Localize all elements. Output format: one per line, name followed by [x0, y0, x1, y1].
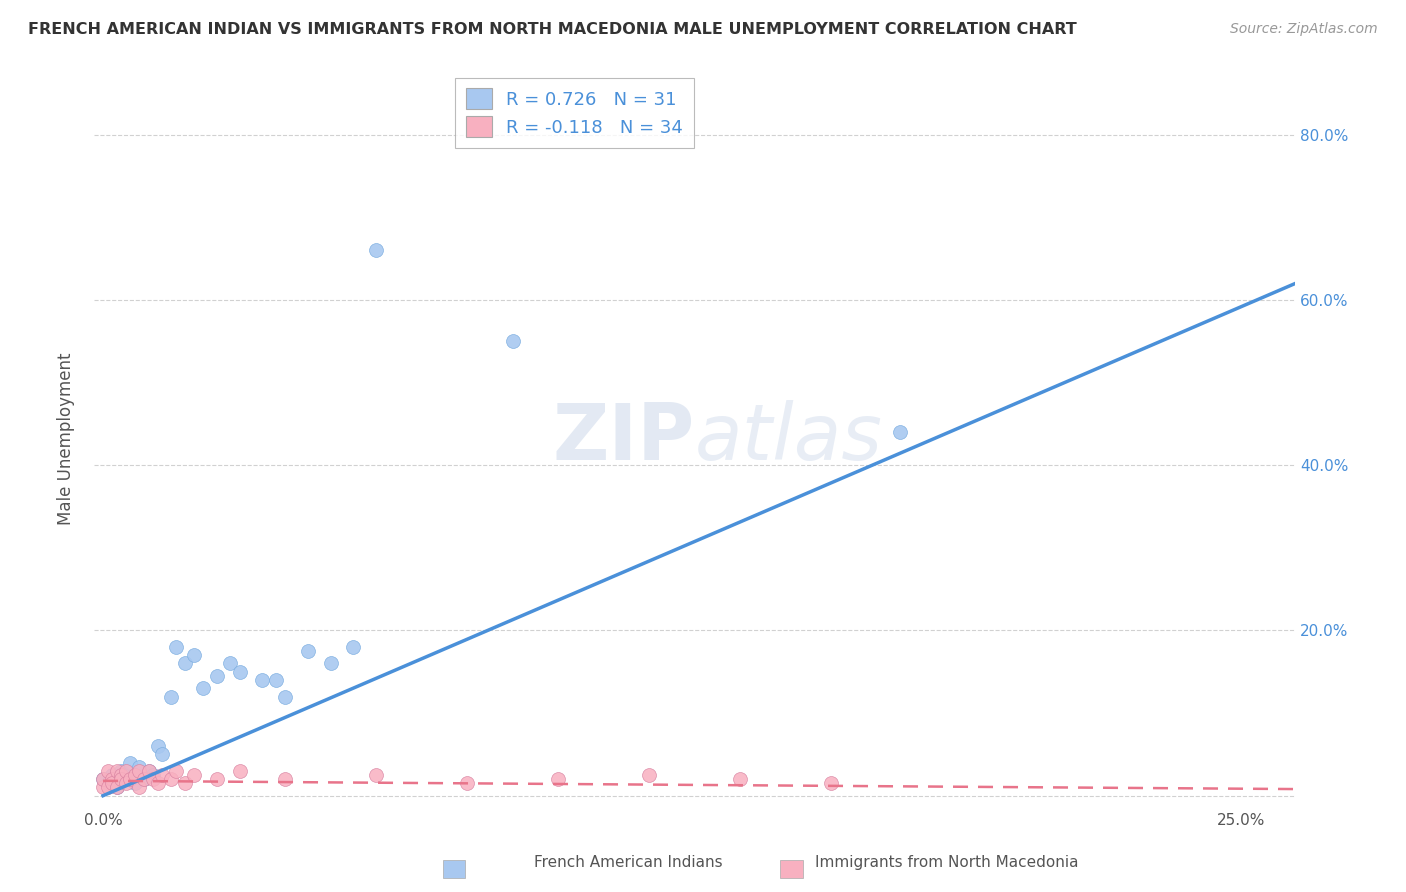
Point — [728, 772, 751, 786]
Point — [91, 772, 114, 786]
Point — [101, 772, 124, 786]
Point — [297, 644, 319, 658]
Point — [105, 780, 128, 795]
Point — [114, 768, 136, 782]
Point — [820, 776, 842, 790]
Point — [183, 768, 205, 782]
Point — [342, 640, 364, 654]
Point — [128, 780, 150, 795]
Point — [219, 657, 242, 671]
Point — [110, 768, 132, 782]
Point — [165, 764, 187, 778]
Point — [138, 764, 160, 778]
Point — [110, 764, 132, 778]
Point — [366, 768, 388, 782]
Point — [105, 764, 128, 778]
Text: atlas: atlas — [695, 401, 883, 476]
Text: Source: ZipAtlas.com: Source: ZipAtlas.com — [1230, 22, 1378, 37]
Point — [174, 657, 197, 671]
Point — [91, 772, 114, 786]
Point — [502, 334, 524, 349]
Point — [97, 764, 120, 778]
Point — [91, 780, 114, 795]
Text: French American Indians: French American Indians — [534, 855, 723, 870]
Point — [638, 768, 661, 782]
Point — [228, 665, 250, 679]
Point — [547, 772, 569, 786]
Text: ZIP: ZIP — [553, 401, 695, 476]
Point — [128, 764, 150, 778]
Point — [205, 669, 228, 683]
Point — [124, 768, 146, 782]
Legend: R = 0.726   N = 31, R = -0.118   N = 34: R = 0.726 N = 31, R = -0.118 N = 34 — [456, 78, 693, 148]
Point — [274, 772, 297, 786]
Text: Immigrants from North Macedonia: Immigrants from North Macedonia — [815, 855, 1078, 870]
Point — [160, 772, 183, 786]
Point — [97, 780, 120, 795]
Point — [132, 772, 155, 786]
Point — [183, 648, 205, 663]
Text: FRENCH AMERICAN INDIAN VS IMMIGRANTS FROM NORTH MACEDONIA MALE UNEMPLOYMENT CORR: FRENCH AMERICAN INDIAN VS IMMIGRANTS FRO… — [28, 22, 1077, 37]
Point — [456, 776, 478, 790]
Point — [124, 776, 146, 790]
Point — [319, 657, 342, 671]
Point — [146, 776, 169, 790]
Point — [138, 764, 160, 778]
Point — [274, 690, 297, 704]
Point — [105, 780, 128, 795]
Point — [120, 756, 142, 770]
Point — [101, 776, 124, 790]
Point — [366, 244, 388, 258]
Point — [150, 768, 173, 782]
Point — [114, 776, 136, 790]
Point — [205, 772, 228, 786]
Point — [165, 640, 187, 654]
Point — [97, 776, 120, 790]
Point — [191, 681, 214, 696]
Point — [160, 690, 183, 704]
Point — [142, 768, 165, 782]
Point — [252, 673, 274, 687]
Point — [128, 760, 150, 774]
Point — [132, 772, 155, 786]
Y-axis label: Male Unemployment: Male Unemployment — [58, 352, 75, 524]
Point — [146, 739, 169, 753]
Point — [889, 425, 911, 439]
Point — [110, 772, 132, 786]
Point — [120, 772, 142, 786]
Point — [174, 776, 197, 790]
Point — [142, 772, 165, 786]
Point — [150, 747, 173, 762]
Point — [264, 673, 287, 687]
Point — [114, 764, 136, 778]
Point — [101, 768, 124, 782]
Point — [228, 764, 250, 778]
